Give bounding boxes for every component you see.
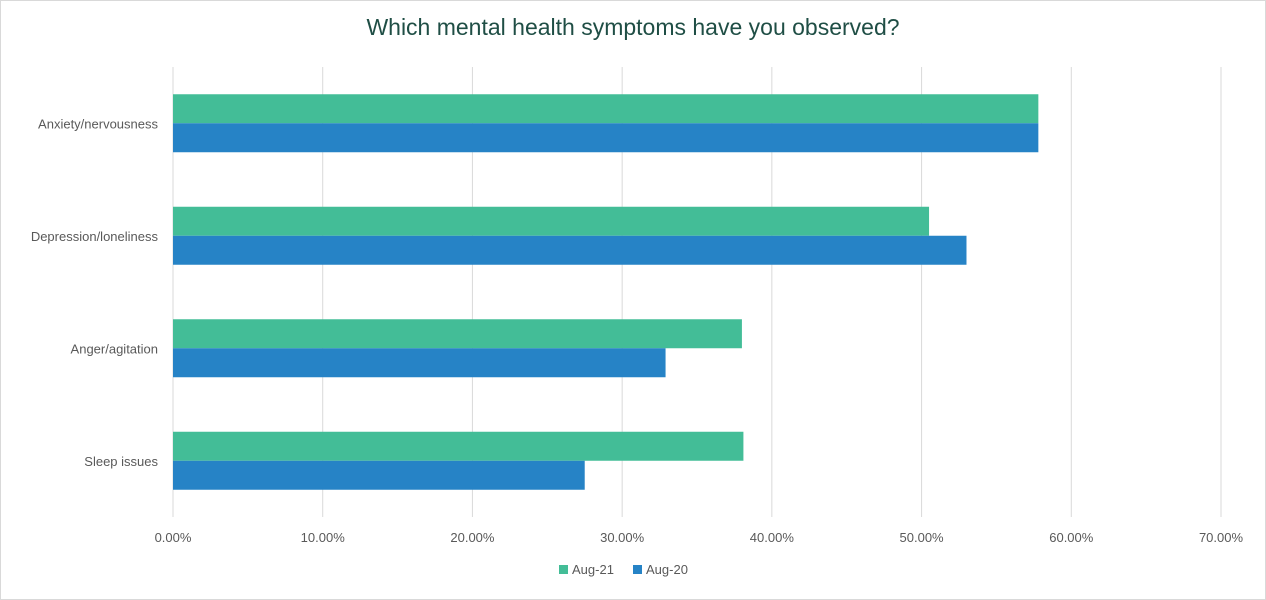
legend-swatch: [633, 565, 642, 574]
bar-aug-20: [173, 460, 585, 490]
bar-aug-21: [173, 94, 1039, 124]
legend-swatch: [559, 565, 568, 574]
x-axis-tick-labels: 0.00% 10.00% 20.00% 30.00% 40.00% 50.00% 60.00…: [155, 530, 1244, 545]
x-tick-label: 0.00%: [155, 530, 192, 545]
bar-aug-21: [173, 319, 742, 349]
category-label: Anxiety/nervousness: [38, 116, 158, 131]
chart-title: Which mental health symptoms have you ob…: [366, 14, 900, 40]
bars: [173, 94, 1039, 490]
bar-aug-20: [173, 235, 967, 265]
category-label: Sleep issues: [84, 454, 158, 469]
x-tick-label: 10.00%: [301, 530, 346, 545]
legend-label: Aug-21: [572, 562, 614, 577]
x-tick-label: 70.00%: [1199, 530, 1244, 545]
legend-label: Aug-20: [646, 562, 688, 577]
category-labels: Anxiety/nervousness Depression/loneliness…: [31, 116, 159, 469]
x-tick-label: 50.00%: [900, 530, 945, 545]
category-label: Depression/loneliness: [31, 229, 159, 244]
x-tick-label: 20.00%: [450, 530, 495, 545]
x-tick-label: 30.00%: [600, 530, 645, 545]
bar-aug-20: [173, 348, 666, 378]
bar-aug-21: [173, 431, 744, 461]
x-tick-label: 40.00%: [750, 530, 795, 545]
x-tick-label: 60.00%: [1049, 530, 1094, 545]
legend: Aug-21 Aug-20: [559, 562, 688, 577]
category-label: Anger/agitation: [71, 341, 158, 356]
bar-aug-20: [173, 123, 1039, 153]
bar-aug-21: [173, 206, 930, 236]
